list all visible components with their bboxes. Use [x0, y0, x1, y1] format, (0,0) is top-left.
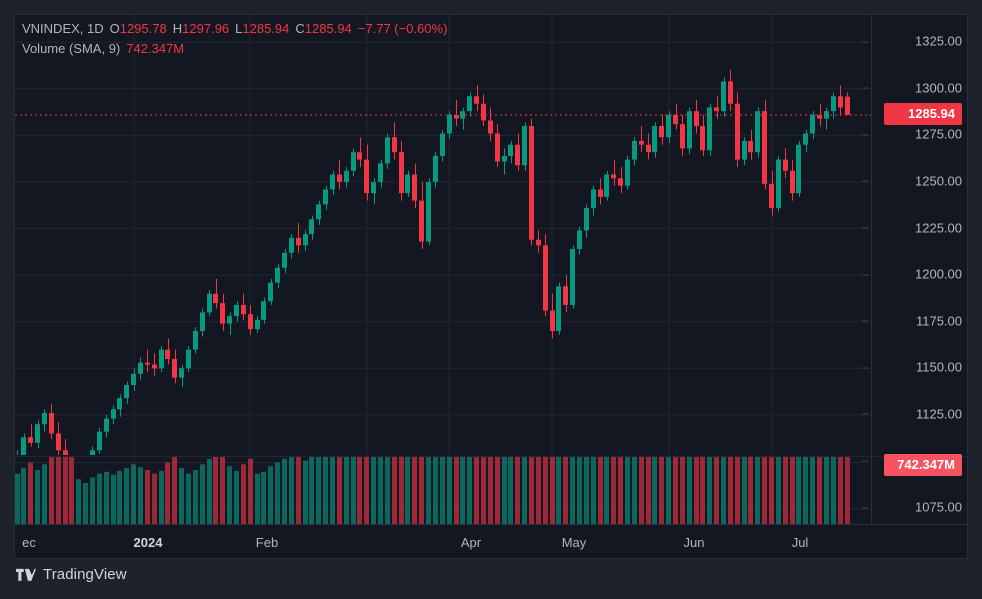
price-tick-mark [862, 413, 868, 415]
tradingview-logo-icon [16, 568, 36, 581]
time-tick-label: Jul [791, 535, 809, 550]
last-price-badge[interactable]: 1285.94 [884, 103, 962, 125]
time-tick-label: ec [22, 535, 36, 550]
price-tick-label: 1225.00 [862, 220, 962, 235]
tradingview-watermark: TradingView [16, 566, 127, 583]
price-tick-mark [862, 227, 868, 229]
price-tick-label: 1275.00 [862, 127, 962, 142]
price-tick-label: 1325.00 [862, 34, 962, 49]
price-tick-mark [862, 367, 868, 369]
price-tick-mark [862, 320, 868, 322]
price-tick-label: 1075.00 [862, 500, 962, 515]
price-scale[interactable]: 1325.00 1300.00 1275.00 1250.00 1225.00 1200.… [862, 14, 982, 523]
candlestick-plot [15, 15, 871, 455]
price-tick-label: 1200.00 [862, 267, 962, 282]
price-tick-mark [862, 87, 868, 89]
tradingview-brand-text: TradingView [43, 566, 127, 583]
price-tick-mark [862, 41, 868, 43]
chart-frame: ec 2024 Feb Apr May Jun Jul [14, 14, 968, 559]
price-tick-label: 1125.00 [862, 406, 962, 421]
time-tick-label: Jun [683, 535, 705, 550]
time-tick-label: Apr [460, 535, 482, 550]
price-tick-mark [862, 180, 868, 182]
volume-badge[interactable]: 742.347M [884, 454, 962, 476]
time-axis[interactable]: ec 2024 Feb Apr May Jun Jul [15, 524, 967, 558]
price-tick-label: 1175.00 [862, 313, 962, 328]
volume-histogram [15, 457, 871, 538]
time-tick-label: 2024 [133, 535, 163, 550]
price-pane[interactable] [15, 15, 967, 455]
price-tick-mark [862, 274, 868, 276]
price-tick-label: 1250.00 [862, 173, 962, 188]
price-tick-mark [862, 134, 868, 136]
axis-separator [871, 15, 872, 524]
price-tick-label: 1150.00 [862, 360, 962, 375]
price-tick-label: 1300.00 [862, 80, 962, 95]
price-tick-mark [862, 507, 868, 509]
time-tick-label: Feb [255, 535, 279, 550]
price-tick-mark [862, 460, 868, 462]
time-tick-label: May [561, 535, 587, 550]
